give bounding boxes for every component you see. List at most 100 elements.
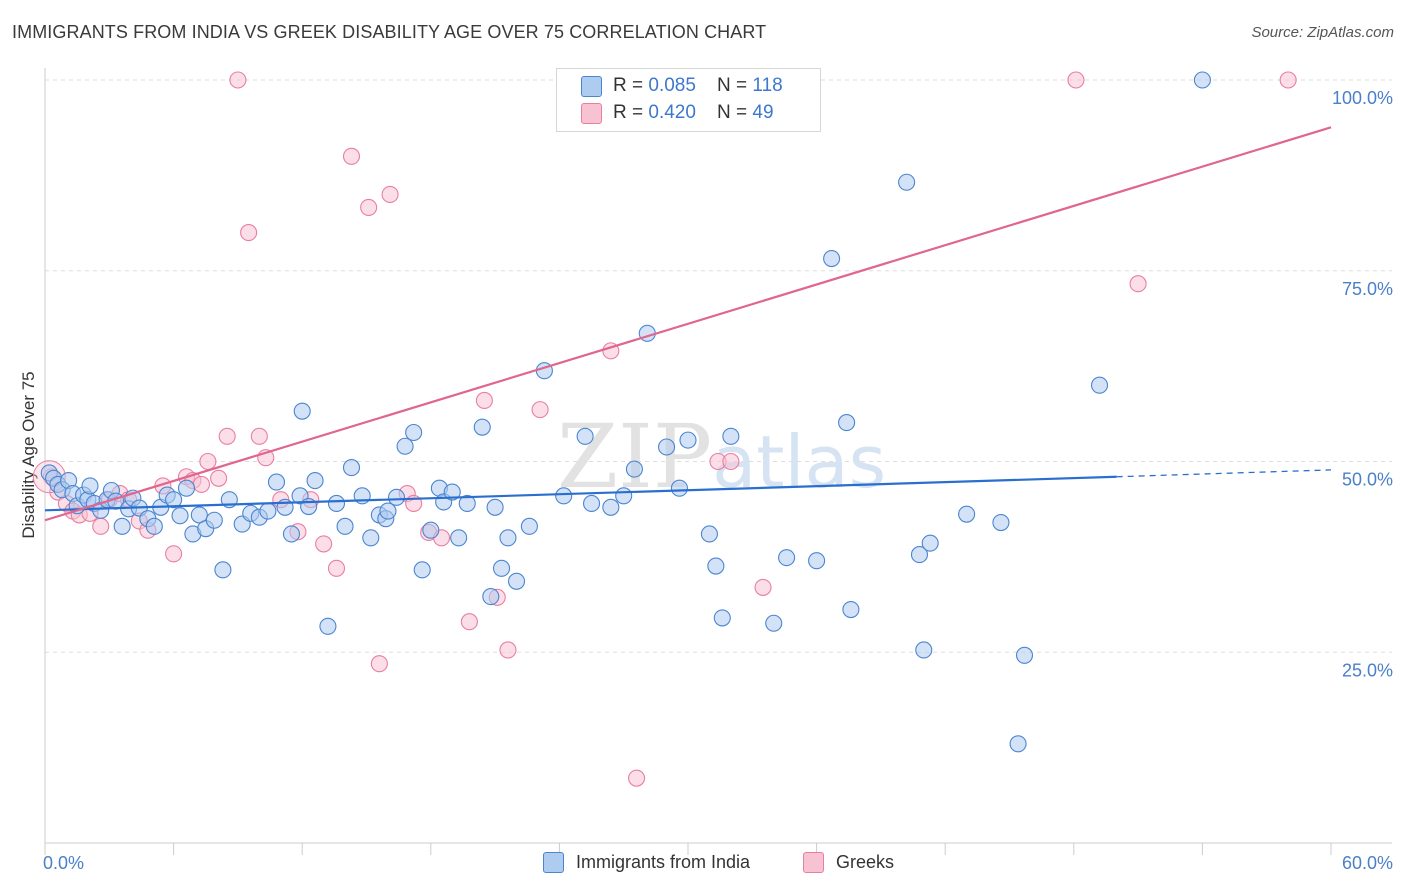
india-point-84 xyxy=(765,614,783,632)
y-axis-label: Disability Age Over 75 xyxy=(19,371,38,538)
india-point-75 xyxy=(625,460,643,478)
legend-r-greeks: 0.420 xyxy=(648,102,696,123)
india-point-96 xyxy=(1009,735,1027,753)
india-point-72 xyxy=(582,494,601,513)
india-point-52 xyxy=(387,488,406,506)
india-point-42 xyxy=(293,402,311,420)
india-point-70 xyxy=(555,487,573,505)
greeks-point-22 xyxy=(250,427,268,445)
greeks-point-48 xyxy=(722,452,740,471)
india-point-77 xyxy=(658,438,676,456)
greeks-point-19 xyxy=(218,427,236,445)
india-point-81 xyxy=(707,557,725,575)
trend-line-india-extension xyxy=(1116,469,1332,478)
legend-n-india: 118 xyxy=(752,75,783,96)
greeks-point-17 xyxy=(199,452,217,471)
legend-swatch-india-bottom xyxy=(543,852,564,873)
india-point-87 xyxy=(823,249,841,268)
india-point-83 xyxy=(722,427,740,445)
trend-lines xyxy=(44,126,1332,522)
y-tick-label-1: 50.0% xyxy=(1342,470,1393,490)
india-point-90 xyxy=(898,173,916,191)
india-point-45 xyxy=(336,517,354,535)
x-tick-label-0: 0.0% xyxy=(43,853,84,873)
india-point-73 xyxy=(602,498,620,516)
x-tick-label-1: 60.0% xyxy=(1342,853,1393,873)
y-tick-labels: 25.0% 50.0% 75.0% 100.0% xyxy=(1332,88,1393,680)
india-point-59 xyxy=(443,483,461,501)
india-point-38 xyxy=(282,525,301,543)
india-point-63 xyxy=(482,588,500,606)
india-point-95 xyxy=(992,513,1010,532)
india-point-99 xyxy=(1193,71,1211,89)
india-point-25 xyxy=(177,479,196,497)
india-point-79 xyxy=(679,431,697,449)
y-tick-label-3: 100.0% xyxy=(1332,88,1393,108)
trend-line-greeks xyxy=(44,126,1332,522)
india-point-85 xyxy=(778,549,796,567)
india-point-88 xyxy=(838,414,856,432)
greeks-point-44 xyxy=(628,769,646,787)
india-point-94 xyxy=(958,505,976,523)
india-point-29 xyxy=(205,511,223,529)
greeks-point-27 xyxy=(315,535,333,553)
india-point-24 xyxy=(171,507,189,525)
greeks-point-52 xyxy=(1279,71,1297,89)
india-point-74 xyxy=(615,487,633,505)
greeks-point-32 xyxy=(381,185,399,203)
india-point-36 xyxy=(267,473,286,491)
greeks-point-50 xyxy=(1067,71,1085,89)
india-point-60 xyxy=(450,529,468,547)
x-tick-labels: 0.0% 60.0% xyxy=(43,853,1393,873)
india-point-93 xyxy=(921,534,939,552)
india-point-35 xyxy=(259,502,277,520)
india-point-43 xyxy=(319,617,337,635)
greeks-point-51 xyxy=(1129,275,1147,293)
india-point-30 xyxy=(214,561,232,579)
india-point-53 xyxy=(396,437,414,455)
greeks-point-41 xyxy=(531,401,549,419)
india-point-89 xyxy=(842,600,860,619)
greeks-point-18 xyxy=(210,469,228,487)
greeks-point-21 xyxy=(240,224,258,242)
india-point-54 xyxy=(405,423,423,442)
greeks-point-13 xyxy=(165,545,183,563)
legend-swatch-greeks-bottom xyxy=(803,852,824,873)
greeks-point-37 xyxy=(460,613,478,631)
india-point-98 xyxy=(1090,376,1109,394)
india-point-20 xyxy=(145,517,163,535)
india-point-62 xyxy=(473,418,491,436)
legend-item-india: Immigrants from India xyxy=(543,852,750,873)
india-point-27 xyxy=(190,506,208,524)
india-point-64 xyxy=(486,498,504,516)
legend-swatch-greeks xyxy=(581,102,602,124)
india-point-82 xyxy=(713,609,731,627)
greeks-point-29 xyxy=(342,147,361,165)
india-point-9 xyxy=(81,477,99,495)
legend-r-india: 0.085 xyxy=(648,75,696,96)
legend-item-greeks: Greeks xyxy=(803,852,894,873)
india-point-80 xyxy=(700,525,718,543)
india-point-48 xyxy=(362,529,380,547)
legend-swatch-india xyxy=(581,75,602,97)
greeks-point-49 xyxy=(754,578,772,596)
legend-n-greeks: 49 xyxy=(752,102,774,123)
correlation-legend: R = 0.085 N = 118 R = 0.420 N = 49 xyxy=(556,68,821,132)
greeks-point-31 xyxy=(370,655,388,673)
india-point-56 xyxy=(422,521,440,539)
greeks-point-16 xyxy=(192,475,211,493)
india-point-55 xyxy=(413,561,431,579)
india-point-97 xyxy=(1015,646,1034,664)
legend-row-greeks: R = 0.420 N = 49 xyxy=(581,101,774,125)
chart-source: Source: ZipAtlas.com xyxy=(1251,24,1394,41)
india-point-91 xyxy=(910,546,929,564)
greeks-point-30 xyxy=(360,198,378,216)
india-point-23 xyxy=(165,491,183,509)
axes xyxy=(44,68,1392,855)
india-point-65 xyxy=(492,559,511,577)
india-point-41 xyxy=(306,472,324,490)
greeks-point-20 xyxy=(229,71,247,89)
y-tick-label-2: 75.0% xyxy=(1342,279,1393,299)
greeks-point-40 xyxy=(499,641,517,659)
